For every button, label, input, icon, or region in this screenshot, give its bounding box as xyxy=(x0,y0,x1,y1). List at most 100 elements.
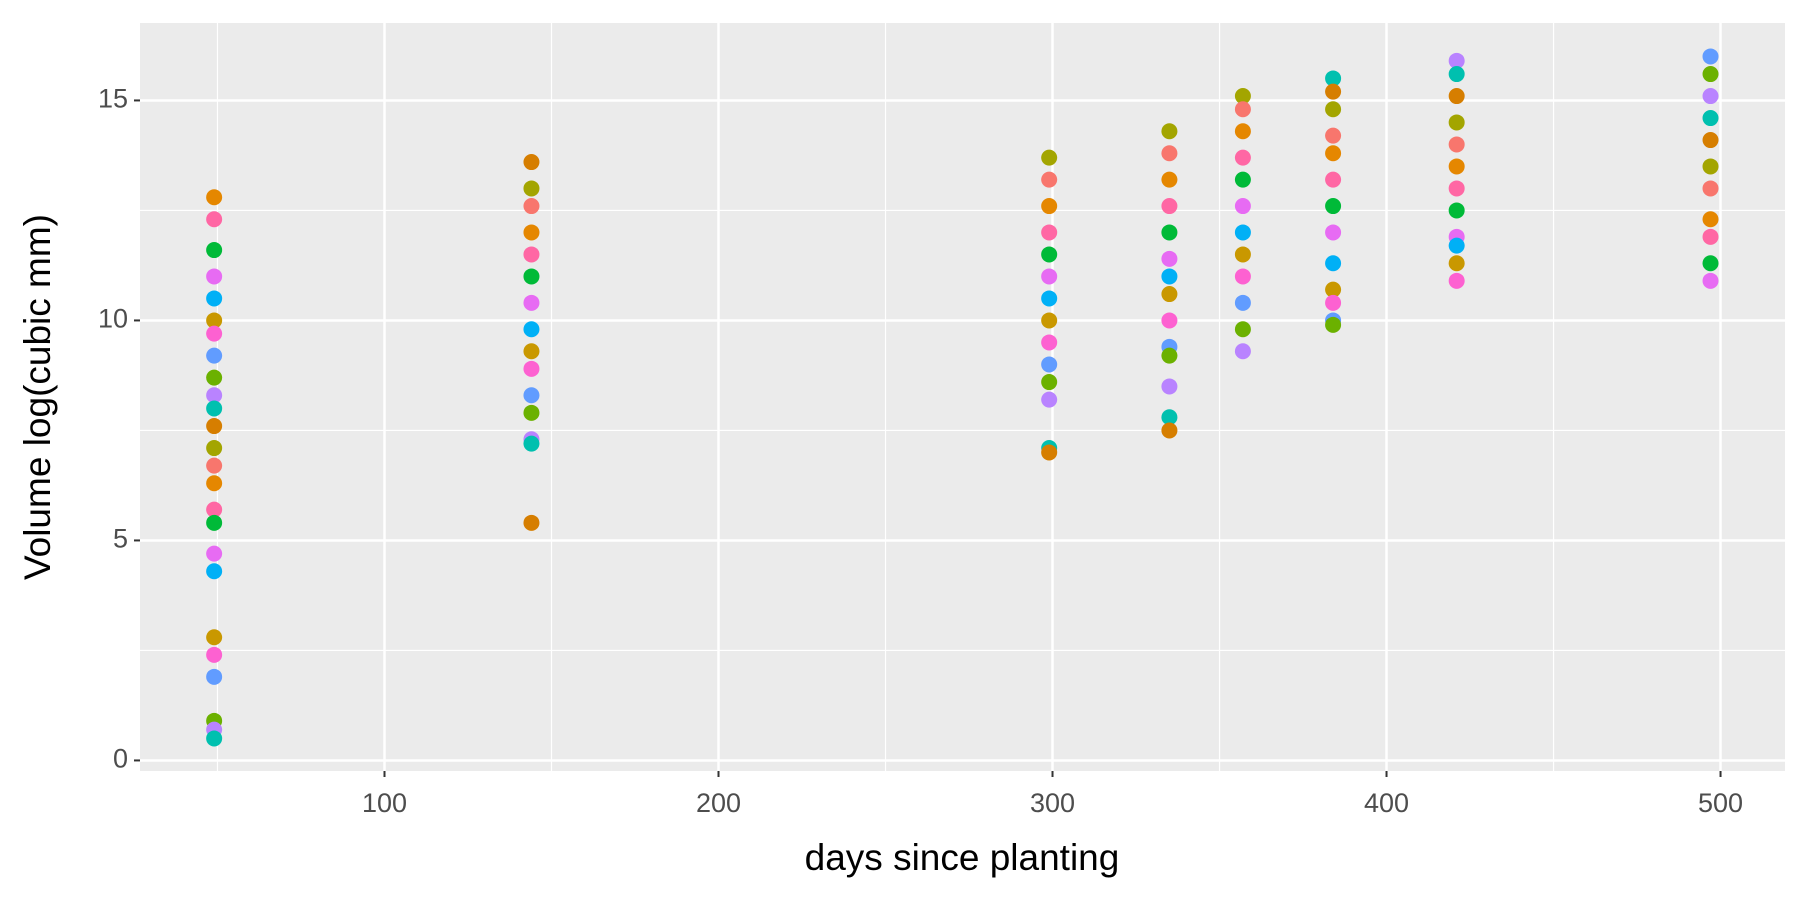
point xyxy=(1448,88,1465,105)
point xyxy=(523,360,540,377)
point xyxy=(206,290,223,307)
point xyxy=(523,387,540,404)
point xyxy=(206,211,223,228)
point xyxy=(1325,83,1342,100)
point xyxy=(1702,88,1719,105)
point xyxy=(1161,312,1178,329)
point xyxy=(1702,132,1719,149)
point xyxy=(523,198,540,215)
point xyxy=(1702,66,1719,83)
point xyxy=(1234,149,1251,166)
point xyxy=(1234,123,1251,140)
point xyxy=(1041,312,1058,329)
point xyxy=(206,629,223,646)
point xyxy=(206,501,223,518)
point xyxy=(1041,290,1058,307)
point xyxy=(1041,391,1058,408)
point xyxy=(206,189,223,206)
point xyxy=(1234,321,1251,338)
point xyxy=(1325,171,1342,188)
point xyxy=(1325,224,1342,241)
point xyxy=(1041,171,1058,188)
point xyxy=(523,180,540,197)
point xyxy=(206,514,223,531)
point xyxy=(1041,149,1058,166)
point xyxy=(1161,123,1178,140)
point xyxy=(1702,272,1719,289)
point xyxy=(523,268,540,285)
point xyxy=(206,369,223,386)
point xyxy=(206,418,223,435)
point xyxy=(1234,101,1251,118)
point xyxy=(1234,198,1251,215)
point xyxy=(1325,255,1342,272)
point xyxy=(206,242,223,259)
point xyxy=(523,321,540,338)
y-axis-title: Volume log(cubic mm) xyxy=(17,214,58,580)
point xyxy=(1234,224,1251,241)
point xyxy=(1234,268,1251,285)
point xyxy=(523,514,540,531)
point xyxy=(206,457,223,474)
point xyxy=(1325,70,1342,87)
point xyxy=(206,646,223,663)
point xyxy=(1702,255,1719,272)
point xyxy=(206,563,223,580)
panel xyxy=(140,23,1785,771)
point xyxy=(1161,378,1178,395)
point xyxy=(1234,294,1251,311)
point xyxy=(1161,286,1178,303)
x-tick-label: 300 xyxy=(1030,788,1075,818)
point xyxy=(523,294,540,311)
point xyxy=(1448,255,1465,272)
point xyxy=(523,154,540,171)
point xyxy=(1325,281,1342,298)
point xyxy=(1325,316,1342,333)
point xyxy=(206,475,223,492)
point xyxy=(1161,409,1178,426)
point xyxy=(1161,171,1178,188)
point xyxy=(1041,268,1058,285)
y-tick-label: 15 xyxy=(98,84,128,114)
point xyxy=(1448,180,1465,197)
point xyxy=(1234,246,1251,263)
point xyxy=(1161,198,1178,215)
point xyxy=(206,400,223,417)
point xyxy=(1041,198,1058,215)
point xyxy=(206,325,223,342)
point xyxy=(1325,198,1342,215)
point xyxy=(1161,422,1178,439)
y-tick-label: 5 xyxy=(113,524,128,554)
point xyxy=(1448,114,1465,131)
point xyxy=(1702,48,1719,65)
point xyxy=(1702,211,1719,228)
point xyxy=(1448,158,1465,175)
point xyxy=(206,730,223,747)
point xyxy=(206,268,223,285)
y-tick-label: 0 xyxy=(113,744,128,774)
point xyxy=(1448,52,1465,69)
point xyxy=(1448,136,1465,153)
x-tick-label: 400 xyxy=(1364,788,1409,818)
point xyxy=(1041,444,1058,461)
point xyxy=(206,387,223,404)
point xyxy=(1161,224,1178,241)
point xyxy=(1325,127,1342,144)
point xyxy=(1448,66,1465,83)
x-tick-label: 100 xyxy=(362,788,407,818)
point xyxy=(523,246,540,263)
point xyxy=(1702,180,1719,197)
point xyxy=(1325,145,1342,162)
point xyxy=(1041,374,1058,391)
point xyxy=(1161,268,1178,285)
point xyxy=(1448,237,1465,254)
point xyxy=(1325,101,1342,118)
point xyxy=(1041,224,1058,241)
point xyxy=(1448,202,1465,219)
point xyxy=(1041,356,1058,373)
point xyxy=(1702,228,1719,245)
point xyxy=(206,545,223,562)
point xyxy=(1041,246,1058,263)
x-tick-label: 200 xyxy=(696,788,741,818)
